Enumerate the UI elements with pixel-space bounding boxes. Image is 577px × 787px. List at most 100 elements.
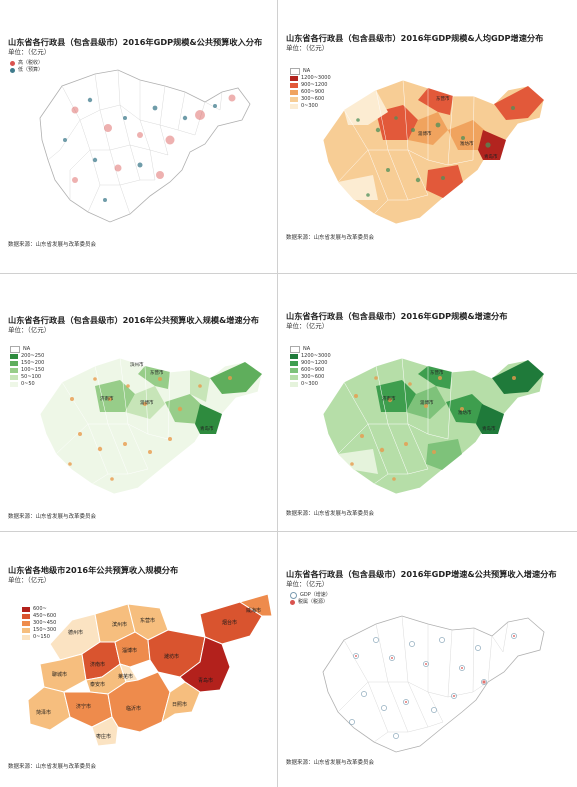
legend-swatch [290,368,298,373]
bubble-high [137,132,143,138]
panel-title: 山东省各行政县（包含县级市）2016年GDP规模&增速分布 [286,311,508,321]
gdp-growth-ring [409,641,415,647]
legend-item: 0~50 [10,381,44,388]
city-label-binzhou: 滨州市 [112,621,127,628]
legend-label: 100~150 [21,367,45,373]
legend-label: 0~300 [301,103,318,109]
map-city-label: 济南市 [100,395,114,402]
budget-growth-dot [461,667,463,669]
budget-growth-dot [425,663,427,665]
legend-item: 300~450 [22,620,56,627]
legend-swatch [290,346,300,353]
budget-growth-dot [355,655,357,657]
growth-dot [228,376,232,380]
region-linyi [426,439,462,470]
legend-item: 300~600 [290,96,331,103]
panel-title: 山东省各行政县（包含县级市）2016年GDP规模&公共预算收入分布 [8,37,263,47]
legend-label: 低（预算） [18,67,44,73]
legend-item: 900~1200 [290,82,331,89]
city-label-dezhou: 德州市 [68,629,83,636]
gdp-growth-ring [481,679,487,685]
legend-swatch [290,97,298,102]
panel-gdp-growth-map: 山东省各行政县（包含县级市）2016年GDP规模&增速分布 单位：（亿元） NA… [278,274,577,531]
map-city-label: 滨州市 [130,361,144,368]
legend-swatch [10,361,18,366]
growth-dot [68,462,72,466]
gdp-growth-ring [423,661,429,667]
budget-growth-dot [405,701,407,703]
legend-item: 600~ [22,606,56,613]
legend-swatch [10,368,18,373]
legend-label: 50~100 [21,374,42,380]
growth-dot [379,447,385,453]
legend-label: 高（税收） [18,60,44,66]
growth-dot [360,434,364,438]
data-source-note: 数据来源：山东省发展与改革委员会 [8,242,97,248]
legend-swatch [22,607,30,612]
legend-swatch [290,382,298,387]
data-source-note: 数据来源：山东省发展与改革委员会 [286,235,375,241]
bubble-high [228,94,236,102]
panel-unit: 单位：（亿元） [286,322,329,330]
region-qingdao [179,636,231,693]
bubble-low [182,115,188,121]
data-source-note: 数据来源：山东省发展与改革委员会 [8,514,97,520]
data-source-note: 数据来源：山东省发展与改革委员会 [8,764,97,770]
growth-dot [461,136,465,140]
legend-dot [10,61,15,66]
panel-divider [277,0,278,787]
city-label-rizhao: 日照市 [172,701,187,708]
map-legend: 高（税收） 低（预算） [10,60,43,74]
growth-dot [374,376,378,380]
map-legend: NA 200~250 150~200 100~150 50~100 0~50 [10,346,44,388]
city-label-zaozhuang: 枣庄市 [96,733,111,740]
region-yantai [494,86,544,120]
legend-label: NA [23,346,31,352]
growth-dot [438,376,442,380]
data-source-note: 数据来源：山东省发展与改革委员会 [286,511,375,517]
data-source-note: 数据来源：山东省发展与改革委员会 [286,760,375,766]
bubble-high [72,177,78,183]
panel-city-budget-map: 山东省各地级市2016年公共预算收入规模分布 单位：（亿元） 600~ 450~… [0,532,277,787]
gdp-growth-ring [393,733,399,739]
panel-budget-growth-map: 山东省各行政县（包含县级市）2016年公共预算收入规模&增速分布 单位：（亿元）… [0,274,277,531]
city-label-zibo: 淄博市 [122,647,137,654]
shandong-county-map [322,615,545,753]
map-city-label: 青岛市 [200,425,214,432]
panel-unit: 单位：（亿元） [8,48,51,56]
panel-gdp-budget-map: 山东省各行政县（包含县级市）2016年GDP规模&公共预算收入分布 单位：（亿元… [0,0,277,273]
growth-dot [394,116,398,120]
bubble-high [114,164,122,172]
legend-label: NA [303,346,311,352]
region-qingdao [476,404,504,434]
city-label-linyi: 临沂市 [126,705,141,712]
growth-dot [110,477,114,481]
legend-label: 150~200 [21,360,45,366]
legend-label: 150~300 [33,627,57,633]
legend-swatch [22,628,30,633]
legend-swatch [290,83,298,88]
growth-dot [78,432,82,436]
legend-item: NA [10,346,44,353]
growth-dot [350,462,354,466]
growth-dot [511,106,515,110]
city-label-laiwu: 莱芜市 [118,673,133,680]
legend-label: 450~600 [33,613,57,619]
bubble-high [104,124,112,132]
legend-swatch [290,354,298,359]
panel-unit: 单位：（亿元） [286,580,329,588]
legend-swatch [22,621,30,626]
growth-dot [93,377,97,381]
region-rizhao [161,681,201,724]
legend-swatch [10,375,18,380]
city-label-qingdao: 青岛市 [198,677,213,684]
legend-label: 200~250 [21,353,45,359]
growth-dot [432,450,436,454]
legend-item: NA [290,68,331,75]
region-jinan [95,380,135,412]
growth-dot [415,177,421,183]
region-yantai [210,362,262,394]
legend-item: 150~200 [10,360,44,367]
legend-swatch [290,76,298,81]
growth-dot [143,402,147,406]
